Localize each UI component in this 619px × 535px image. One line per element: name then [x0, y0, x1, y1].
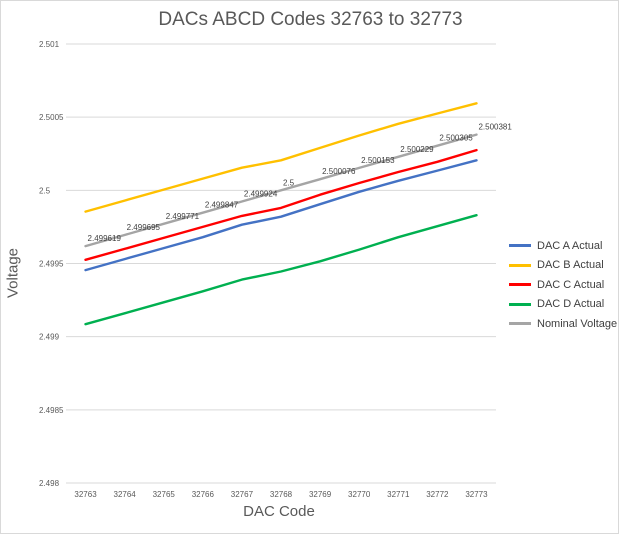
legend: DAC A Actual DAC B Actual DAC C Actual D… [509, 236, 617, 334]
x-tick-label: 32767 [231, 490, 254, 499]
legend-swatch-nominal [509, 322, 531, 325]
data-label: 2.500076 [322, 167, 356, 176]
legend-label-dac-b: DAC B Actual [537, 259, 604, 271]
data-label: 2.500305 [439, 134, 473, 143]
x-tick-label: 32772 [426, 490, 449, 499]
x-tick-label: 32765 [153, 490, 176, 499]
data-label: 2.499619 [88, 234, 122, 243]
y-tick-label: 2.499 [39, 333, 60, 342]
data-label: 2.499695 [127, 223, 161, 232]
x-tick-label: 32773 [465, 490, 488, 499]
y-tick-label: 2.5 [39, 186, 51, 195]
legend-swatch-dac-b [509, 264, 531, 267]
data-label: 2.5 [283, 178, 295, 187]
x-tick-label: 32766 [192, 490, 215, 499]
legend-label-nominal: Nominal Voltage [537, 318, 617, 330]
data-label: 2.500153 [361, 156, 395, 165]
legend-entry-dac-d: DAC D Actual [509, 295, 617, 315]
series-line-1 [86, 103, 477, 211]
y-tick-label: 2.501 [39, 40, 60, 49]
x-tick-label: 32769 [309, 490, 332, 499]
data-label: 2.499924 [244, 189, 278, 198]
data-label: 2.500381 [478, 123, 512, 132]
data-label: 2.499847 [205, 201, 239, 210]
legend-label-dac-d: DAC D Actual [537, 298, 604, 310]
legend-entry-dac-a: DAC A Actual [509, 236, 617, 256]
x-tick-label: 32770 [348, 490, 371, 499]
y-tick-label: 2.4985 [39, 406, 64, 415]
y-tick-label: 2.498 [39, 479, 60, 488]
x-tick-label: 32771 [387, 490, 410, 499]
y-tick-label: 2.4995 [39, 260, 64, 269]
legend-entry-dac-c: DAC C Actual [509, 275, 617, 295]
legend-entry-nominal: Nominal Voltage [509, 314, 617, 334]
x-tick-label: 32768 [270, 490, 293, 499]
legend-swatch-dac-c [509, 283, 531, 286]
legend-label-dac-c: DAC C Actual [537, 279, 604, 291]
x-tick-label: 32764 [114, 490, 137, 499]
series-line-0 [86, 160, 477, 270]
legend-entry-dac-b: DAC B Actual [509, 256, 617, 276]
data-label: 2.500229 [400, 145, 434, 154]
legend-label-dac-a: DAC A Actual [537, 240, 602, 252]
x-tick-label: 32763 [74, 490, 97, 499]
data-label: 2.499771 [166, 212, 200, 221]
y-tick-label: 2.5005 [39, 113, 64, 122]
legend-swatch-dac-d [509, 303, 531, 306]
series-line-2 [86, 150, 477, 260]
legend-swatch-dac-a [509, 244, 531, 247]
